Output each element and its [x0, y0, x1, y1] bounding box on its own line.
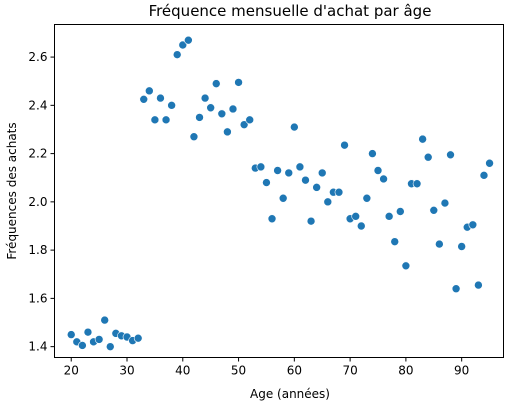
data-point — [295, 162, 305, 172]
data-point — [284, 168, 294, 178]
y-tick-label: 2.6 — [28, 50, 47, 64]
data-point — [412, 179, 422, 189]
y-axis-label: Fréquences des achats — [5, 122, 19, 259]
data-point — [78, 341, 87, 350]
data-point — [435, 239, 444, 249]
y-tick-label: 1.6 — [28, 291, 47, 305]
x-tick-label: 50 — [231, 364, 246, 378]
data-point — [457, 242, 466, 251]
data-point — [66, 330, 76, 339]
data-point — [396, 207, 405, 216]
data-point — [139, 95, 149, 104]
data-point — [362, 193, 372, 203]
x-axis: 20 30 40 50 60 70 80 90 — [64, 357, 469, 378]
data-point — [200, 93, 210, 103]
x-tick-label: 40 — [175, 364, 190, 378]
data-point — [161, 115, 171, 125]
data-point — [94, 335, 104, 344]
data-point — [401, 261, 411, 271]
data-point — [223, 127, 232, 137]
data-point — [334, 187, 344, 197]
chart-title: Fréquence mensuelle d'achat par âge — [149, 2, 432, 20]
data-point — [83, 327, 93, 337]
x-axis-label: Age (années) — [250, 387, 330, 401]
y-tick-label: 2.2 — [28, 147, 47, 161]
data-point — [273, 166, 282, 175]
data-point — [306, 216, 316, 226]
data-point — [167, 101, 176, 110]
y-tick-label: 2.0 — [28, 195, 47, 209]
data-point — [245, 115, 255, 125]
x-tick-label: 70 — [342, 364, 357, 378]
data-point — [150, 115, 160, 125]
data-point — [105, 342, 115, 351]
data-point — [184, 35, 193, 45]
x-tick-label: 90 — [454, 364, 469, 378]
data-point — [133, 333, 143, 343]
y-axis: 1.4 1.6 1.8 2.0 2.2 2.4 2.6 — [28, 50, 55, 354]
data-point — [262, 178, 271, 187]
data-point — [373, 166, 383, 175]
data-point — [239, 120, 249, 129]
y-tick-label: 2.4 — [28, 98, 47, 112]
data-point — [156, 93, 165, 103]
data-point — [474, 280, 483, 290]
data-point — [340, 140, 349, 150]
data-point — [189, 132, 199, 142]
data-point — [278, 193, 288, 203]
data-point — [267, 214, 277, 224]
data-point — [145, 86, 154, 96]
data-point — [228, 104, 238, 114]
data-point — [368, 149, 377, 158]
x-tick-label: 60 — [287, 364, 302, 378]
data-point — [301, 175, 310, 185]
data-point — [356, 221, 366, 231]
x-tick-label: 30 — [119, 364, 134, 378]
data-point — [234, 78, 243, 87]
data-point — [312, 183, 321, 192]
data-point — [256, 162, 266, 172]
data-point — [429, 206, 439, 215]
x-tick-label: 20 — [64, 364, 79, 378]
data-points — [66, 35, 494, 351]
data-point — [206, 103, 215, 113]
data-point — [384, 212, 394, 221]
data-point — [178, 40, 188, 50]
data-point — [479, 171, 489, 180]
data-point — [351, 212, 360, 221]
data-point — [290, 122, 299, 132]
data-point — [195, 113, 204, 122]
data-point — [446, 150, 455, 160]
plot-frame — [54, 24, 504, 358]
data-point — [390, 237, 400, 246]
data-point — [217, 109, 227, 119]
data-point — [440, 198, 450, 208]
data-point — [423, 152, 433, 162]
data-point — [485, 158, 494, 168]
y-tick-label: 1.8 — [28, 243, 47, 257]
x-tick-label: 80 — [398, 364, 413, 378]
data-point — [317, 168, 327, 178]
data-point — [323, 197, 333, 207]
data-point — [100, 315, 109, 325]
data-point — [379, 174, 388, 184]
data-point — [418, 134, 427, 144]
data-point — [468, 220, 478, 230]
y-tick-label: 1.4 — [28, 340, 47, 354]
data-point — [211, 79, 221, 88]
data-point — [451, 284, 461, 294]
data-point — [172, 50, 182, 59]
